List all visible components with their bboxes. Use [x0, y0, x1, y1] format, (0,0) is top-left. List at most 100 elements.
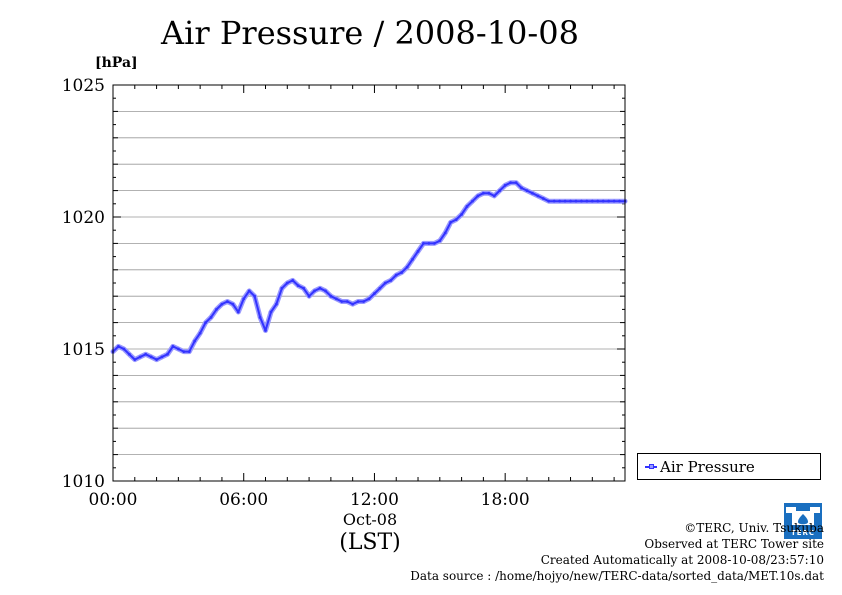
data-point: [541, 197, 545, 200]
terc-logo-icon: TERC: [784, 503, 822, 539]
data-point: [329, 294, 333, 298]
data-point: [242, 297, 246, 301]
data-point: [394, 273, 398, 277]
data-point: [285, 281, 289, 285]
data-point: [514, 181, 518, 185]
data-point: [432, 242, 436, 245]
data-point: [291, 278, 295, 282]
data-point: [166, 352, 169, 356]
data-point: [275, 302, 278, 306]
data-point: [220, 302, 224, 306]
data-point: [209, 315, 213, 319]
data-point: [160, 355, 164, 359]
data-point: [215, 308, 218, 311]
data-point: [438, 239, 442, 243]
data-point: [296, 284, 300, 288]
data-point: [585, 199, 589, 203]
data-point: [182, 350, 186, 354]
data-point: [383, 281, 387, 285]
x-axis-label: (LST): [339, 530, 401, 555]
data-point: [138, 355, 142, 359]
data-point: [612, 199, 616, 203]
data-point: [334, 297, 338, 301]
data-point: [422, 242, 425, 245]
data-point: [367, 297, 371, 301]
credit-source: Data source : /home/hojyo/new/TERC-data/…: [410, 569, 824, 583]
data-point: [149, 355, 153, 359]
data-point: [552, 199, 556, 203]
data-point: [231, 302, 235, 306]
data-point: [133, 358, 137, 361]
data-point: [389, 278, 393, 282]
grid-lines: [113, 111, 625, 456]
series-halo: [110, 180, 628, 363]
legend-label: Air Pressure: [660, 458, 755, 476]
data-point: [607, 199, 611, 203]
data-point: [563, 199, 567, 203]
data-point: [476, 194, 480, 198]
chart-title: Air Pressure / 2008-10-08: [161, 14, 579, 52]
data-point: [569, 199, 572, 203]
data-point: [558, 199, 562, 203]
data-point: [416, 249, 420, 253]
data-point: [204, 321, 207, 324]
data-point: [225, 300, 229, 303]
data-point: [531, 191, 534, 195]
data-point: [318, 286, 322, 290]
data-point: [601, 199, 605, 203]
data-point: [280, 286, 284, 290]
data-point: [574, 199, 578, 203]
data-point: [198, 331, 202, 335]
y-tick-label: 1015: [62, 340, 105, 360]
data-point: [465, 205, 469, 208]
data-point: [269, 310, 273, 314]
data-point: [411, 257, 414, 261]
data-point: [236, 310, 240, 314]
data-point: [596, 199, 600, 203]
data-point: [618, 199, 621, 203]
data-point: [117, 344, 120, 348]
data-point: [144, 352, 148, 356]
series-group: [110, 180, 628, 363]
data-point: [345, 300, 349, 303]
plot-frame: [112, 84, 626, 482]
data-point: [373, 292, 376, 295]
y-tick-label: 1025: [62, 76, 105, 96]
legend-marker: [649, 464, 654, 469]
x-tick-label: 06:00: [219, 490, 268, 510]
data-point: [449, 220, 453, 224]
legend: Air Pressure: [637, 453, 821, 480]
y-tick-label: 1020: [62, 208, 105, 228]
data-point: [454, 218, 458, 222]
data-point: [127, 352, 131, 356]
data-point: [400, 271, 404, 274]
data-point: [155, 358, 158, 361]
data-point: [460, 212, 463, 216]
data-point: [378, 286, 382, 290]
data-point: [302, 286, 306, 290]
data-point: [536, 194, 540, 198]
data-point: [492, 194, 496, 198]
data-point: [405, 265, 409, 269]
data-point: [509, 181, 513, 185]
x-tick-label: 00:00: [89, 490, 138, 510]
data-point: [487, 191, 491, 195]
data-point: [525, 189, 529, 193]
data-point: [193, 339, 197, 343]
tick-labels: 1010 1015 1020 1025 00:00 06:00 12:00 18:00: [62, 76, 530, 510]
data-point: [313, 289, 316, 293]
axis-ticks: [112, 84, 625, 482]
y-tick-label: 1010: [62, 472, 105, 492]
x-tick-label: 18:00: [481, 490, 530, 510]
credit-copyright: ©TERC, Univ. Tsukuba: [684, 521, 824, 535]
logo-text: TERC: [790, 529, 816, 537]
data-point: [520, 186, 523, 190]
data-point: [247, 289, 251, 293]
data-point: [324, 289, 327, 293]
data-point: [122, 347, 126, 351]
data-point: [362, 300, 365, 303]
data-point: [258, 315, 262, 319]
data-point: [340, 300, 344, 303]
x-date-label: Oct-08: [342, 510, 398, 529]
